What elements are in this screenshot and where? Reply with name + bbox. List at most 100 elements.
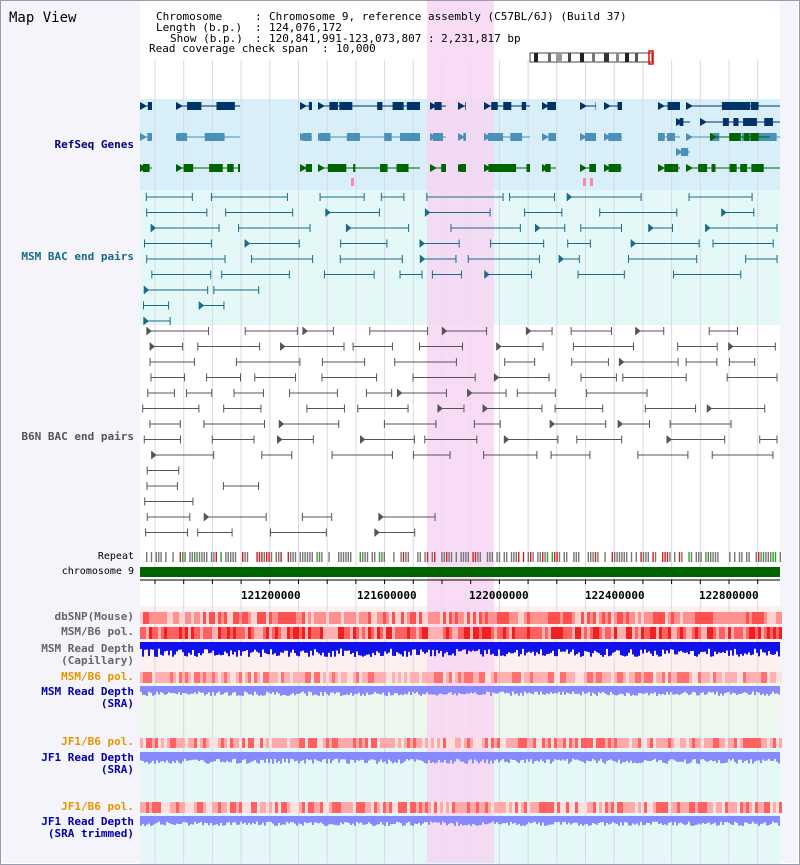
repeat-mark: [448, 552, 450, 562]
pol-cell: [596, 802, 599, 813]
depth-bar: [722, 642, 724, 653]
pol-cell: [590, 612, 593, 624]
pol-cell: [611, 612, 614, 624]
pol-cell: [257, 802, 260, 813]
depth-bar: [232, 686, 234, 693]
depth-bar: [532, 686, 534, 695]
pol-cell: [686, 612, 689, 624]
pol-cell: [155, 627, 158, 639]
pol-cell: [377, 627, 380, 639]
pol-cell: [380, 738, 383, 748]
depth-bar: [714, 752, 716, 761]
depth-bar: [392, 816, 394, 825]
pol-cell: [308, 738, 311, 748]
depth-bar: [746, 816, 748, 823]
repeat-mark: [434, 552, 436, 562]
depth-bar: [680, 816, 682, 823]
pol-cell: [755, 672, 758, 683]
pol-cell: [497, 738, 500, 748]
pol-cell: [578, 612, 581, 624]
pol-cell: [173, 627, 176, 639]
depth-bar: [386, 686, 388, 696]
pol-cell: [758, 627, 761, 639]
b6n-bac-track-label[interactable]: B6N BAC end pairs: [21, 430, 134, 443]
depth-bar: [694, 686, 696, 693]
gene-exon: [441, 164, 446, 172]
depth-bar: [618, 816, 620, 826]
pol-cell: [536, 738, 539, 748]
depth-bar: [518, 816, 520, 824]
depth-bar: [484, 752, 486, 764]
repeat-mark: [544, 552, 546, 562]
refseq-track-label[interactable]: RefSeq Genes: [54, 138, 134, 151]
pol-cell: [239, 627, 242, 639]
pol-cell: [347, 612, 350, 624]
pol-cell: [695, 627, 698, 639]
pol-cell: [404, 738, 407, 748]
msm-pol2-track-label: MSM/B6 pol.: [61, 670, 134, 683]
pol-cell: [593, 612, 596, 624]
depth-bar: [574, 752, 576, 760]
depth-bar: [426, 816, 428, 823]
depth-bar: [582, 686, 584, 692]
pol-cell: [617, 627, 620, 639]
repeat-mark: [450, 552, 453, 562]
chromosome-bar: [140, 567, 780, 577]
depth-bar: [200, 816, 202, 822]
pol-cell: [290, 672, 293, 683]
gene-arrow: [580, 164, 587, 172]
ideogram-band: [635, 53, 638, 62]
depth-bar: [202, 752, 204, 761]
pol-cell: [140, 738, 143, 748]
repeat-mark: [717, 552, 719, 562]
pol-cell: [632, 672, 635, 683]
gene-exon: [729, 164, 737, 172]
pol-cell: [686, 672, 689, 683]
depth-bar: [326, 752, 328, 764]
pol-cell: [587, 627, 590, 639]
pol-cell: [617, 672, 620, 683]
depth-bar: [532, 752, 534, 764]
pol-cell: [719, 627, 722, 639]
depth-bar: [422, 816, 424, 824]
pol-cell: [716, 672, 719, 683]
pol-cell: [425, 627, 428, 639]
depth-bar: [176, 816, 178, 824]
depth-bar: [284, 642, 286, 651]
repeat-mark: [537, 552, 539, 562]
depth-bar: [592, 752, 594, 759]
pol-cell: [476, 627, 479, 639]
info-colon: :: [322, 42, 329, 55]
depth-bar: [498, 816, 500, 824]
pol-cell: [539, 627, 542, 639]
depth-bar: [662, 686, 664, 694]
pol-cell: [554, 627, 557, 639]
pol-cell: [692, 672, 695, 683]
pol-cell: [674, 738, 677, 748]
depth-bar: [710, 686, 712, 693]
depth-bar: [602, 752, 604, 763]
depth-bar: [196, 752, 198, 760]
depth-bar: [494, 686, 496, 694]
depth-bar: [658, 752, 660, 761]
pol-cell: [290, 612, 293, 624]
pol-cell: [611, 627, 614, 639]
pol-cell: [140, 612, 143, 624]
depth-bar: [422, 752, 424, 762]
pol-cell: [671, 738, 674, 748]
pol-cell: [443, 627, 446, 639]
repeat-mark: [165, 552, 167, 562]
depth-bar: [346, 642, 348, 651]
pol-cell: [239, 802, 242, 813]
pol-cell: [365, 612, 368, 624]
pol-cell: [218, 738, 221, 748]
depth-bar: [336, 642, 338, 651]
repeat-mark: [146, 552, 148, 562]
pol-cell: [284, 612, 287, 624]
pol-cell: [623, 672, 626, 683]
msm-bac-track-label[interactable]: MSM BAC end pairs: [21, 250, 134, 263]
pol-cell: [425, 738, 428, 748]
depth-bar: [642, 816, 644, 826]
depth-bar: [172, 816, 174, 825]
pol-cell: [527, 672, 530, 683]
